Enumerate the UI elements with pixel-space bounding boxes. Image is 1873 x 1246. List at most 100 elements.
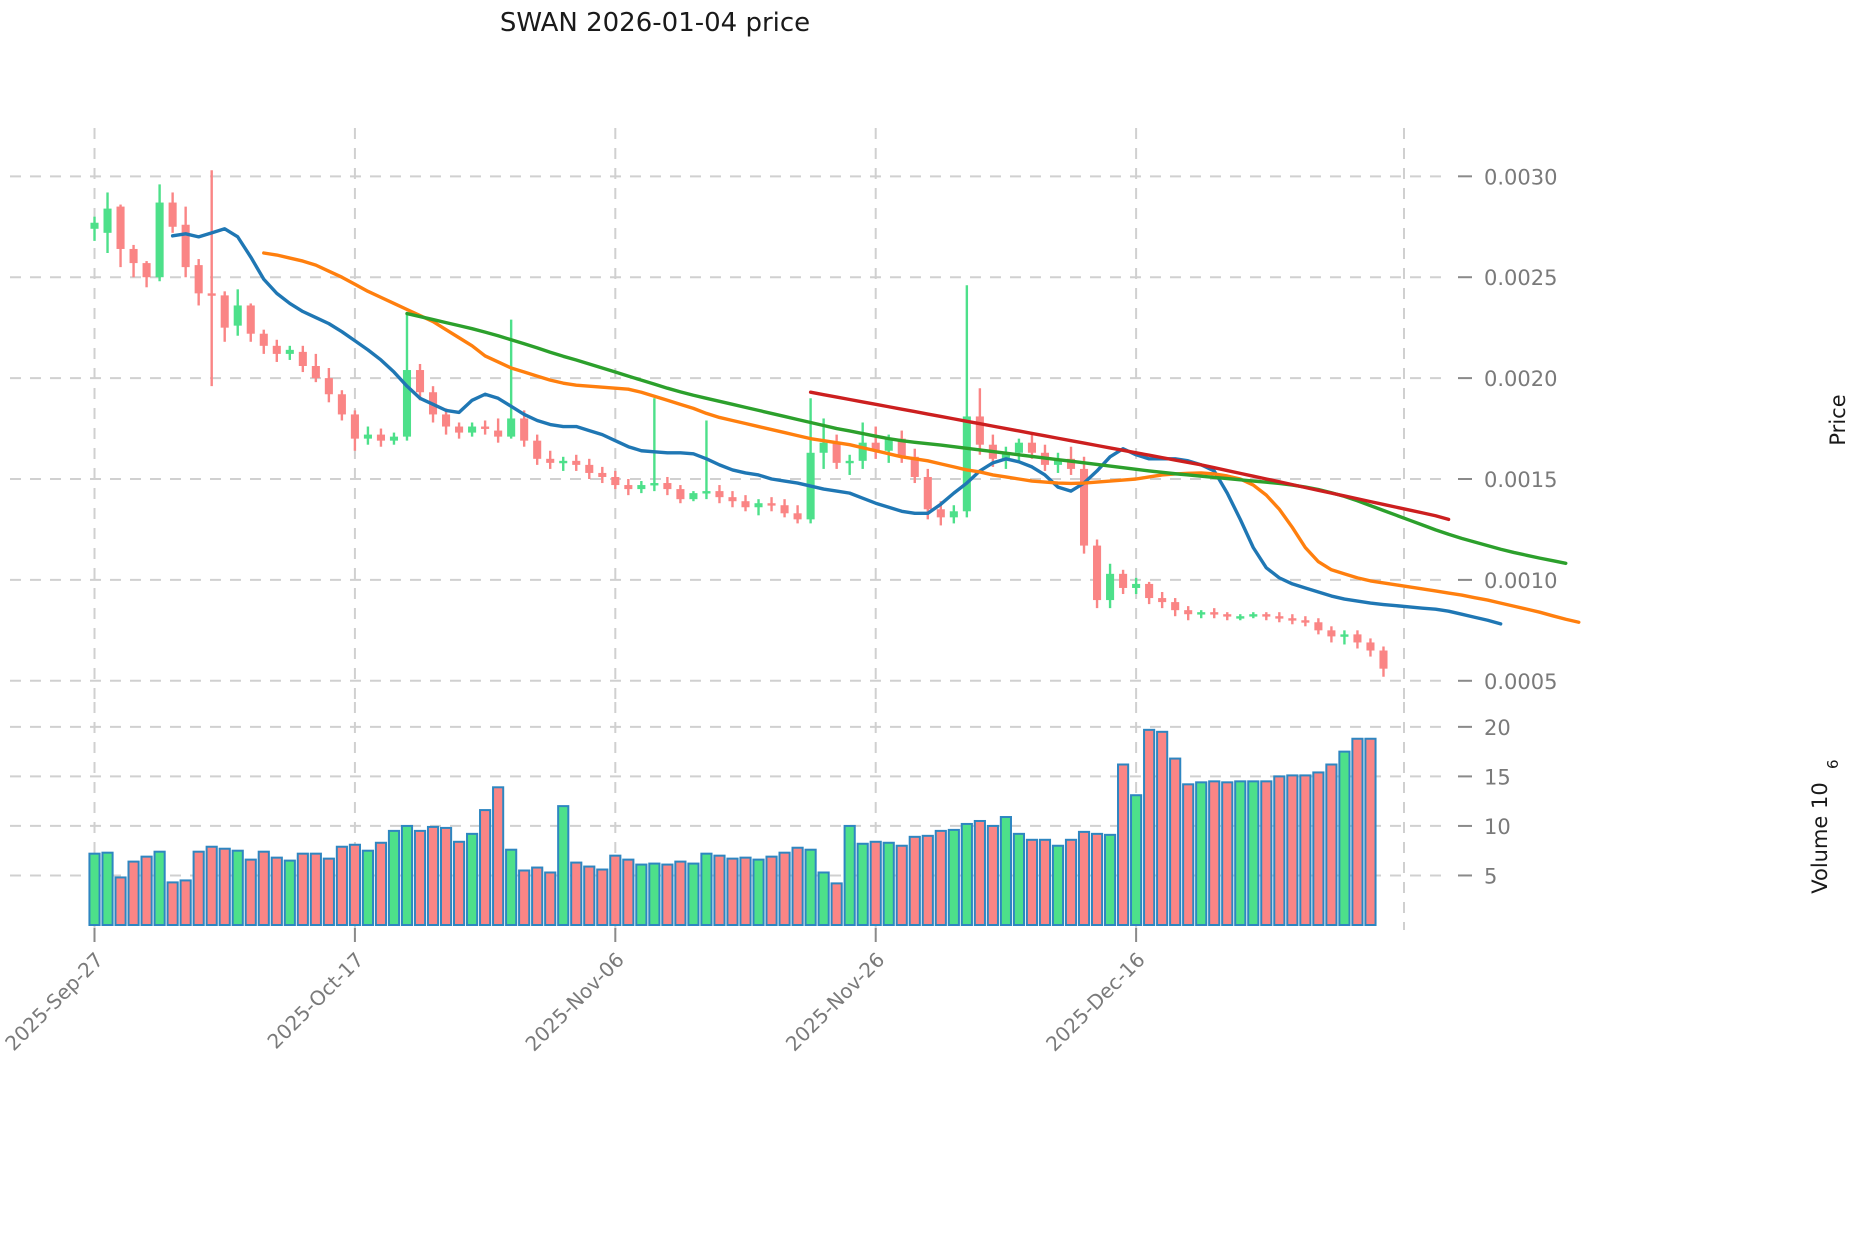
- candlestick: [962, 285, 971, 518]
- volume-bar: [1090, 832, 1104, 927]
- volume-axis-exponent: 6: [1824, 759, 1842, 769]
- candlestick: [116, 204, 125, 268]
- candle-body: [1353, 634, 1362, 643]
- candle-body: [520, 418, 529, 441]
- volume-axis-tick: 10: [1484, 815, 1511, 839]
- volume-bar: [999, 816, 1012, 927]
- volume-bar: [726, 857, 739, 926]
- candlestick: [337, 390, 346, 421]
- candlestick: [1053, 452, 1063, 473]
- volume-bar: [283, 859, 296, 927]
- candle-body: [350, 414, 359, 439]
- candlestick: [754, 499, 763, 516]
- volume-bar: [1247, 780, 1260, 926]
- volume-bar: [1143, 728, 1156, 927]
- candlestick: [572, 454, 581, 471]
- candlestick: [559, 456, 568, 471]
- candle-body: [962, 416, 971, 512]
- candle-body: [142, 263, 151, 278]
- candlestick: [442, 408, 451, 435]
- volume-bar: [609, 854, 622, 927]
- volume-bar: [700, 852, 713, 926]
- volume-bar: [973, 819, 986, 926]
- candle-body: [741, 501, 750, 508]
- volume-bar: [270, 856, 283, 927]
- candlestick-series: [90, 170, 1388, 677]
- volume-bar: [583, 865, 596, 926]
- volume-bar: [765, 855, 778, 926]
- candlestick: [1249, 612, 1258, 619]
- candle-body: [1197, 612, 1206, 615]
- candlestick: [142, 261, 151, 288]
- candlestick: [468, 422, 477, 437]
- volume-bar: [648, 862, 661, 926]
- candlestick: [246, 303, 255, 342]
- candle-body: [1249, 614, 1258, 617]
- candle-body: [259, 333, 268, 346]
- price-axis-tick: 0.0020: [1484, 367, 1557, 391]
- candlestick: [910, 448, 919, 484]
- candlestick: [975, 388, 984, 455]
- candlestick: [546, 450, 555, 469]
- volume-bar: [1312, 771, 1325, 926]
- candle-body: [598, 472, 607, 477]
- candle-body: [181, 224, 190, 268]
- volume-bar: [309, 852, 322, 926]
- volume-bar: [1169, 757, 1182, 927]
- candle-body: [402, 370, 412, 437]
- volume-bar: [413, 829, 427, 927]
- candle-body: [897, 438, 906, 457]
- candle-body: [442, 414, 451, 427]
- volume-bar: [570, 861, 583, 927]
- volume-bar: [296, 852, 309, 926]
- candle-body: [923, 476, 932, 510]
- candlestick: [259, 329, 268, 354]
- volume-bar: [557, 805, 570, 926]
- candlestick: [1236, 614, 1245, 621]
- candle-body: [884, 438, 893, 451]
- candlestick: [155, 184, 164, 282]
- candlestick: [90, 216, 99, 241]
- volume-bar: [114, 876, 127, 927]
- candle-body: [1106, 573, 1115, 601]
- page-title: SWAN 2026-01-04 price: [500, 8, 810, 38]
- candlestick: [298, 345, 307, 373]
- volume-bar: [127, 860, 140, 926]
- candle-body: [689, 493, 698, 500]
- candle-body: [858, 442, 867, 461]
- candle-body: [324, 378, 333, 395]
- candlestick: [650, 398, 659, 492]
- volume-bar: [674, 860, 687, 926]
- volume-bar: [1195, 781, 1208, 926]
- ma-line-ma-short: [170, 227, 1503, 626]
- candle-body: [1288, 618, 1297, 621]
- candle-body: [363, 434, 372, 439]
- candlestick: [663, 476, 672, 496]
- candlestick: [871, 426, 880, 459]
- volume-bar: [179, 879, 192, 926]
- volume-bar: [960, 822, 973, 927]
- volume-bar: [1286, 774, 1299, 927]
- candlestick: [415, 363, 425, 401]
- volume-axis-tick: 20: [1484, 716, 1511, 740]
- volume-bar: [1103, 833, 1117, 926]
- candle-body: [1014, 442, 1023, 453]
- candle-body: [832, 442, 841, 463]
- price-axis-tick: 0.0015: [1484, 468, 1557, 492]
- volume-bar: [231, 849, 244, 927]
- candle-body: [1027, 442, 1036, 453]
- price-axis-title: Price: [1826, 394, 1850, 445]
- candle-body: [624, 485, 633, 490]
- candle-body: [845, 460, 854, 464]
- candlestick: [793, 505, 802, 524]
- candlestick: [1119, 569, 1128, 595]
- candlestick: [1145, 581, 1154, 605]
- volume-bar: [1273, 775, 1286, 926]
- volume-bar: [335, 845, 348, 926]
- candle-body: [90, 222, 99, 229]
- volume-bar: [687, 862, 700, 926]
- candle-body: [767, 503, 776, 506]
- candle-body: [949, 511, 958, 518]
